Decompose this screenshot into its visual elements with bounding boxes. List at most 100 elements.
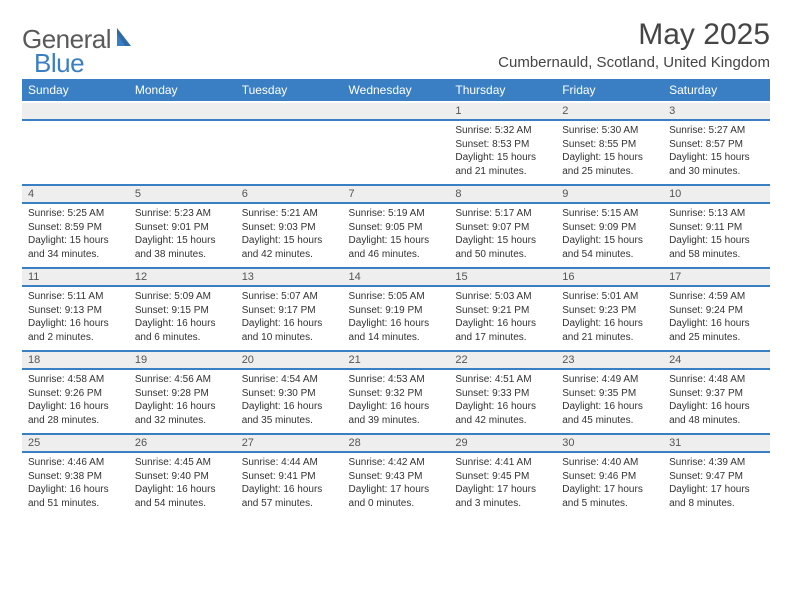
sunrise-line: Sunrise: 5:19 AM: [349, 207, 444, 221]
sunrise-line: Sunrise: 5:17 AM: [455, 207, 550, 221]
daylight-line: Daylight: 16 hours and 48 minutes.: [669, 400, 764, 427]
daylight-line: Daylight: 15 hours and 46 minutes.: [349, 234, 444, 261]
day-info-row: Sunrise: 4:46 AMSunset: 9:38 PMDaylight:…: [22, 452, 770, 516]
sunset-line: Sunset: 8:59 PM: [28, 221, 123, 235]
day-info-cell: Sunrise: 5:32 AMSunset: 8:53 PMDaylight:…: [449, 120, 556, 185]
daylight-line: Daylight: 15 hours and 21 minutes.: [455, 151, 550, 178]
daylight-line: Daylight: 16 hours and 17 minutes.: [455, 317, 550, 344]
location-subtitle: Cumbernauld, Scotland, United Kingdom: [498, 54, 770, 71]
daylight-line: Daylight: 15 hours and 38 minutes.: [135, 234, 230, 261]
day-number-cell: 27: [236, 434, 343, 452]
sunset-line: Sunset: 9:35 PM: [562, 387, 657, 401]
daylight-line: Daylight: 16 hours and 21 minutes.: [562, 317, 657, 344]
sunset-line: Sunset: 9:26 PM: [28, 387, 123, 401]
day-number-cell: [22, 102, 129, 120]
sunrise-line: Sunrise: 4:59 AM: [669, 290, 764, 304]
sunset-line: Sunset: 9:23 PM: [562, 304, 657, 318]
day-number-cell: 24: [663, 351, 770, 369]
day-number-cell: 15: [449, 268, 556, 286]
day-number-cell: 21: [343, 351, 450, 369]
logo-text-blue: Blue: [34, 48, 84, 78]
day-info-cell: Sunrise: 5:03 AMSunset: 9:21 PMDaylight:…: [449, 286, 556, 351]
daylight-line: Daylight: 16 hours and 28 minutes.: [28, 400, 123, 427]
sunrise-line: Sunrise: 4:41 AM: [455, 456, 550, 470]
day-number-cell: 5: [129, 185, 236, 203]
sunset-line: Sunset: 9:07 PM: [455, 221, 550, 235]
day-number-cell: 22: [449, 351, 556, 369]
day-number-cell: 19: [129, 351, 236, 369]
day-info-cell: Sunrise: 4:51 AMSunset: 9:33 PMDaylight:…: [449, 369, 556, 434]
daylight-line: Daylight: 17 hours and 3 minutes.: [455, 483, 550, 510]
day-number-cell: [343, 102, 450, 120]
sunrise-line: Sunrise: 4:45 AM: [135, 456, 230, 470]
calendar-table: Sunday Monday Tuesday Wednesday Thursday…: [22, 79, 770, 516]
day-info-cell: [343, 120, 450, 185]
weekday-header: Sunday: [22, 79, 129, 102]
day-info-cell: [129, 120, 236, 185]
sunset-line: Sunset: 9:09 PM: [562, 221, 657, 235]
day-number-cell: 13: [236, 268, 343, 286]
day-number-row: 11121314151617: [22, 268, 770, 286]
day-info-cell: Sunrise: 5:25 AMSunset: 8:59 PMDaylight:…: [22, 203, 129, 268]
sunset-line: Sunset: 9:33 PM: [455, 387, 550, 401]
day-info-cell: Sunrise: 4:46 AMSunset: 9:38 PMDaylight:…: [22, 452, 129, 516]
sunrise-line: Sunrise: 4:46 AM: [28, 456, 123, 470]
sunset-line: Sunset: 9:01 PM: [135, 221, 230, 235]
day-info-cell: Sunrise: 4:44 AMSunset: 9:41 PMDaylight:…: [236, 452, 343, 516]
daylight-line: Daylight: 15 hours and 50 minutes.: [455, 234, 550, 261]
day-info-cell: Sunrise: 4:42 AMSunset: 9:43 PMDaylight:…: [343, 452, 450, 516]
day-info-cell: Sunrise: 5:07 AMSunset: 9:17 PMDaylight:…: [236, 286, 343, 351]
day-info-row: Sunrise: 5:32 AMSunset: 8:53 PMDaylight:…: [22, 120, 770, 185]
sunrise-line: Sunrise: 4:54 AM: [242, 373, 337, 387]
day-number-cell: 11: [22, 268, 129, 286]
sunrise-line: Sunrise: 5:15 AM: [562, 207, 657, 221]
header: General May 2025 Cumbernauld, Scotland, …: [22, 18, 770, 71]
day-number-cell: 14: [343, 268, 450, 286]
day-info-cell: Sunrise: 4:39 AMSunset: 9:47 PMDaylight:…: [663, 452, 770, 516]
sunrise-line: Sunrise: 5:23 AM: [135, 207, 230, 221]
day-info-row: Sunrise: 4:58 AMSunset: 9:26 PMDaylight:…: [22, 369, 770, 434]
day-info-cell: Sunrise: 5:15 AMSunset: 9:09 PMDaylight:…: [556, 203, 663, 268]
sunrise-line: Sunrise: 5:27 AM: [669, 124, 764, 138]
day-info-cell: Sunrise: 4:54 AMSunset: 9:30 PMDaylight:…: [236, 369, 343, 434]
sunrise-line: Sunrise: 5:01 AM: [562, 290, 657, 304]
sunset-line: Sunset: 9:40 PM: [135, 470, 230, 484]
day-number-cell: 6: [236, 185, 343, 203]
day-number-cell: 23: [556, 351, 663, 369]
sunset-line: Sunset: 9:13 PM: [28, 304, 123, 318]
day-info-cell: Sunrise: 4:49 AMSunset: 9:35 PMDaylight:…: [556, 369, 663, 434]
day-number-cell: 17: [663, 268, 770, 286]
day-info-cell: Sunrise: 5:01 AMSunset: 9:23 PMDaylight:…: [556, 286, 663, 351]
sunrise-line: Sunrise: 4:39 AM: [669, 456, 764, 470]
sunset-line: Sunset: 9:21 PM: [455, 304, 550, 318]
daylight-line: Daylight: 16 hours and 42 minutes.: [455, 400, 550, 427]
daylight-line: Daylight: 16 hours and 54 minutes.: [135, 483, 230, 510]
sunrise-line: Sunrise: 5:05 AM: [349, 290, 444, 304]
sunset-line: Sunset: 8:53 PM: [455, 138, 550, 152]
day-number-row: 25262728293031: [22, 434, 770, 452]
weekday-header: Monday: [129, 79, 236, 102]
daylight-line: Daylight: 16 hours and 32 minutes.: [135, 400, 230, 427]
sunrise-line: Sunrise: 5:30 AM: [562, 124, 657, 138]
day-info-cell: Sunrise: 4:58 AMSunset: 9:26 PMDaylight:…: [22, 369, 129, 434]
day-number-cell: [236, 102, 343, 120]
sunset-line: Sunset: 9:37 PM: [669, 387, 764, 401]
daylight-line: Daylight: 15 hours and 58 minutes.: [669, 234, 764, 261]
day-info-cell: Sunrise: 5:30 AMSunset: 8:55 PMDaylight:…: [556, 120, 663, 185]
sunset-line: Sunset: 9:45 PM: [455, 470, 550, 484]
sunset-line: Sunset: 8:57 PM: [669, 138, 764, 152]
daylight-line: Daylight: 16 hours and 25 minutes.: [669, 317, 764, 344]
sunset-line: Sunset: 9:05 PM: [349, 221, 444, 235]
sunset-line: Sunset: 9:30 PM: [242, 387, 337, 401]
day-info-cell: Sunrise: 4:48 AMSunset: 9:37 PMDaylight:…: [663, 369, 770, 434]
day-info-cell: [22, 120, 129, 185]
daylight-line: Daylight: 16 hours and 35 minutes.: [242, 400, 337, 427]
sunrise-line: Sunrise: 5:11 AM: [28, 290, 123, 304]
sunrise-line: Sunrise: 5:07 AM: [242, 290, 337, 304]
daylight-line: Daylight: 15 hours and 25 minutes.: [562, 151, 657, 178]
day-info-cell: Sunrise: 5:05 AMSunset: 9:19 PMDaylight:…: [343, 286, 450, 351]
day-number-row: 18192021222324: [22, 351, 770, 369]
sunrise-line: Sunrise: 4:51 AM: [455, 373, 550, 387]
day-info-cell: Sunrise: 5:27 AMSunset: 8:57 PMDaylight:…: [663, 120, 770, 185]
daylight-line: Daylight: 16 hours and 10 minutes.: [242, 317, 337, 344]
